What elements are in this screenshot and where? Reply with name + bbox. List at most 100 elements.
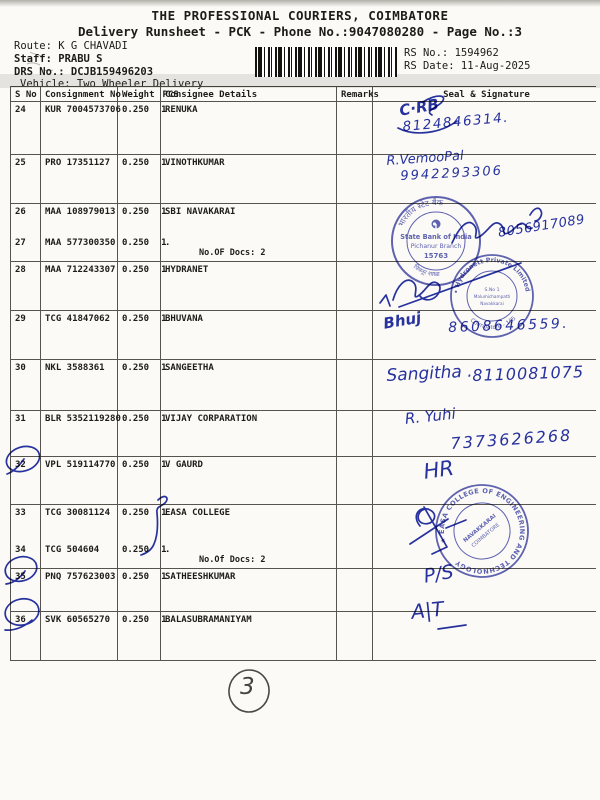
col-consignee: Consignee Details (161, 87, 337, 101)
cell-pcs: 1 (161, 158, 167, 168)
cell-weight: 0.250 (122, 314, 150, 324)
cell-remarks (337, 204, 373, 261)
col-weight: Weight (122, 90, 155, 100)
cell-consignment: TCG 41847062 (41, 311, 118, 359)
cell-consignee: . (165, 238, 171, 248)
cell-weight: 0.250 (122, 545, 150, 555)
cell-pcs: 1 (161, 105, 167, 115)
easa-round-stamp: ★ EASA COLLEGE OF ENGINEERING AND TECHNO… (432, 481, 532, 581)
col-s-no: S No (11, 87, 41, 101)
route-field: Route: K G CHAVADI (14, 40, 128, 52)
col-consignment: Consignment No (41, 87, 121, 101)
cell-weight: 0.250 (122, 460, 150, 470)
cell-consignment: TCG 30081124 (45, 508, 111, 518)
table-row-group: 26 27 MAA 108979013 MAA 577300350 0.250 1… (11, 204, 596, 262)
table-header-row: S No Consignment No Weight PCS Consignee … (11, 86, 596, 102)
cell-weight: 0.250 (122, 615, 150, 625)
scan-gray-band (0, 74, 600, 88)
signature-text: HR (422, 455, 456, 484)
table-row: 28 MAA 712243307 0.250 1 HYDRANET (11, 262, 596, 311)
cell-consignee: SATHEESHKUMAR (161, 569, 337, 611)
signature-tick (379, 294, 391, 307)
col-pcs: PCS (162, 90, 179, 100)
signature-scribble (392, 279, 441, 301)
cell-pcs: 1 (161, 508, 167, 518)
cell-remarks (337, 311, 373, 359)
cell-remarks (337, 411, 373, 456)
cell-consignment: MAA 577300350 (45, 238, 116, 248)
col-seal-signature: Seal & Signature (443, 90, 530, 100)
cell-remarks (337, 457, 373, 504)
cell-s-no: 26 (15, 207, 26, 217)
cell-consignee: RENUKA (161, 102, 337, 154)
page-number-circle (228, 669, 270, 713)
cell-weight: 0.250 (122, 508, 150, 518)
cell-weight: 0.250 (122, 238, 150, 248)
cell-consignment: NKL 3588361 (41, 360, 118, 410)
cell-pcs: 1 (161, 460, 167, 470)
pencil-mark (26, 62, 54, 72)
cell-consignment: VPL 519114770 (41, 457, 118, 504)
cell-pcs: 1 (161, 572, 167, 582)
cell-consignee: BALASUBRAMANIYAM (161, 612, 337, 660)
cell-pcs: 1 (161, 545, 167, 555)
table-row-group: 33 34 TCG 30081124 TCG 504604 0.250 1 0.2… (11, 505, 596, 569)
cell-weight: 0.250 (122, 265, 150, 275)
signature-scribble (529, 207, 543, 222)
document-subtitle: Delivery Runsheet - PCK - Phone No.:9047… (77, 24, 522, 39)
cell-pcs: 1 (161, 414, 167, 424)
barcode-icon (255, 47, 397, 77)
pencil-mark (29, 51, 44, 58)
cell-s-no: 24 (11, 102, 41, 154)
rs-date-field: RS Date: 11-Aug-2025 (404, 60, 531, 72)
hydronett-stamp-inner2: Malumichampatti (474, 294, 511, 299)
table-row: 32 VPL 519114770 0.250 1 V GAURD (11, 457, 596, 505)
cell-consignment: PRO 17351127 (41, 155, 118, 203)
cell-remarks (337, 612, 373, 660)
signature-underline (437, 624, 467, 630)
cell-weight: 0.250 (122, 207, 150, 217)
scan-edge-shadow (0, 0, 600, 7)
sbi-stamp-line1: State Bank of India (400, 233, 471, 241)
sbi-round-stamp: भारतीय स्टेट बैंक पिचनूर शाखा State Bank… (391, 196, 481, 286)
cell-consignment: BLR 5352119280 (41, 411, 121, 456)
hydronett-stamp-inner3: Navakkarai (480, 301, 504, 306)
cell-weight: 0.250 (122, 363, 150, 373)
signature-underline (397, 120, 458, 134)
table-row: 36 SVK 60565270 0.250 1 BALASUBRAMANIYAM (11, 612, 596, 661)
drs-no-field: DRS No.: DCJB159496203 (14, 66, 154, 78)
table-row: 25 PRO 17351127 0.250 1 VINOTHKUMAR (11, 155, 596, 204)
cell-consignee: SANGEETHA (161, 360, 337, 410)
cell-pcs: 1 (161, 363, 167, 373)
cell-s-no: 36 (11, 612, 41, 660)
circle-tail (5, 570, 26, 585)
cell-remarks (337, 505, 373, 568)
circle-annotation-35 (4, 555, 38, 583)
cell-consignment: MAA 712243307 (41, 262, 118, 310)
cell-pcs: 1 (161, 615, 167, 625)
signature-text: A|T (410, 596, 445, 624)
document-title: THE PROFESSIONAL COURIERS, COIMBATORE (151, 8, 449, 23)
signature-stroke (445, 519, 467, 529)
cell-weight: 0.250 (122, 414, 150, 424)
table-row: 29 TCG 41847062 0.250 1 BHUVANA (11, 311, 596, 360)
table-row: 31 BLR 5352119280 0.250 1 VIJAY CORPARATI… (11, 411, 596, 457)
runsheet-table: S No Consignment No Weight PCS Consignee … (10, 86, 596, 661)
signature-stroke (409, 506, 449, 555)
cell-consignee: BHUVANA (161, 311, 337, 359)
col-remarks: Remarks (337, 87, 379, 101)
cell-s-no: 31 (11, 411, 41, 456)
cell-consignment: TCG 504604 (45, 545, 100, 555)
hydronett-stamp-inner1: S.No 1 (484, 287, 499, 293)
cell-remarks (337, 262, 373, 310)
cell-consignee: EASA COLLEGE (165, 508, 231, 518)
rs-no-field: RS No.: 1594962 (404, 47, 499, 59)
cell-consignee: SBI NAVAKARAI (165, 207, 236, 217)
page-number-annotation: 3 (240, 674, 255, 700)
cell-s-no: 33 (15, 508, 26, 518)
circle-tail (6, 458, 25, 475)
cell-consignment: PNQ 757623003 (41, 569, 118, 611)
cell-consignment: SVK 60565270 (41, 612, 118, 660)
cell-weight: 0.250 (122, 105, 150, 115)
circle-annotation-36 (4, 597, 40, 627)
